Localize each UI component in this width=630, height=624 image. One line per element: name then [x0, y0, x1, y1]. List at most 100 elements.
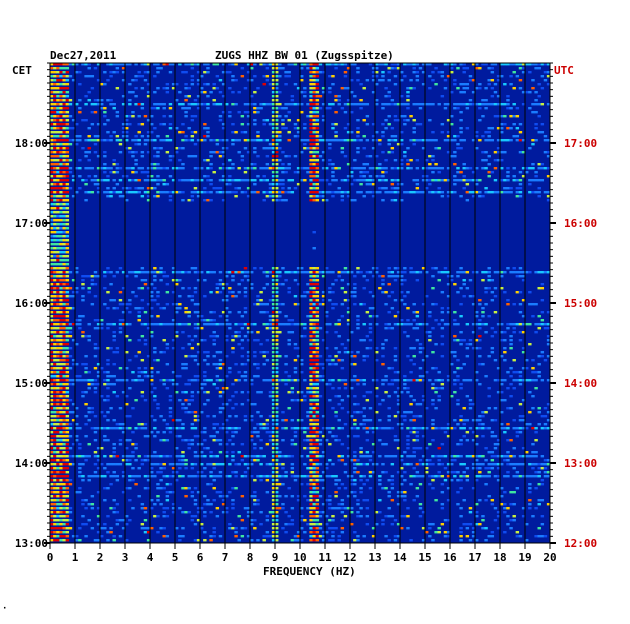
spectrogram-cell: [278, 195, 282, 198]
spectrogram-cell: [93, 383, 98, 386]
spectrogram-cell: [62, 131, 66, 134]
spectrogram-cell: [365, 427, 370, 430]
spectrogram-cell: [62, 387, 66, 390]
spectrogram-cell: [265, 103, 270, 106]
spectrogram-cell: [256, 87, 260, 90]
spectrogram-cell: [181, 199, 185, 202]
spectrogram-cell: [284, 383, 288, 386]
spectrogram-cell: [153, 323, 157, 326]
spectrogram-cell: [62, 183, 66, 186]
spectrogram-cell: [287, 155, 291, 158]
spectrogram-cell: [371, 179, 376, 182]
spectrogram-cell: [546, 175, 551, 178]
spectrogram-cell: [181, 287, 185, 290]
spectrogram-cell: [215, 103, 220, 106]
spectrogram-cell: [262, 179, 266, 182]
spectrogram-cell: [165, 191, 170, 194]
spectrogram-cell: [496, 127, 501, 130]
spectrogram-cell: [93, 475, 98, 478]
spectrogram-cell: [59, 171, 63, 174]
spectrogram-cell: [490, 127, 495, 130]
spectrogram-cell: [437, 171, 441, 174]
spectrogram-cell: [487, 451, 491, 454]
spectrogram-cell: [309, 119, 313, 122]
spectrogram-cell: [275, 183, 279, 186]
spectrogram-cell: [103, 379, 107, 382]
spectrogram-cell: [312, 407, 316, 410]
spectrogram-cell: [275, 119, 279, 122]
spectrogram-cell: [240, 347, 245, 350]
spectrogram-cell: [284, 419, 288, 422]
spectrogram-cell: [462, 167, 466, 170]
spectrogram-cell: [231, 407, 235, 410]
spectrogram-cell: [71, 323, 76, 326]
spectrogram-cell: [184, 311, 188, 314]
spectrogram-cell: [59, 147, 63, 150]
spectrogram-cell: [425, 175, 429, 178]
spectrogram-cell: [293, 347, 298, 350]
spectrogram-cell: [150, 467, 154, 470]
spectrogram-cell: [275, 275, 279, 278]
spectrogram-cell: [265, 63, 270, 66]
spectrogram-cell: [465, 379, 470, 382]
spectrogram-cell: [306, 103, 310, 106]
spectrogram-cell: [109, 299, 113, 302]
spectrogram-cell: [59, 251, 63, 254]
spectrogram-cell: [481, 415, 485, 418]
spectrogram-cell: [500, 411, 504, 414]
spectrogram-cell: [518, 87, 523, 90]
spectrogram-cell: [62, 311, 66, 314]
spectrogram-cell: [290, 271, 295, 274]
spectrogram-cell: [65, 247, 70, 250]
spectrogram-cell: [196, 391, 201, 394]
spectrogram-cell: [396, 187, 401, 190]
spectrogram-cell: [206, 351, 210, 354]
spectrogram-cell: [62, 419, 66, 422]
spectrogram-cell: [162, 351, 166, 354]
spectrogram-cell: [115, 135, 120, 138]
spectrogram-cell: [275, 351, 279, 354]
spectrogram-cell: [415, 103, 420, 106]
spectrogram-cell: [487, 79, 491, 82]
spectrogram-cell: [400, 455, 404, 458]
spectrogram-cell: [434, 179, 438, 182]
spectrogram-cell: [203, 431, 207, 434]
spectrogram-cell: [250, 383, 254, 386]
spectrogram-cell: [246, 391, 251, 394]
spectrogram-cell: [65, 215, 70, 218]
spectrogram-cell: [153, 299, 157, 302]
spectrogram-cell: [356, 463, 360, 466]
spectrogram-cell: [190, 399, 195, 402]
spectrogram-cell: [121, 63, 126, 66]
spectrogram-cell: [221, 139, 226, 142]
spectrogram-cell: [328, 323, 332, 326]
spectrogram-cell: [300, 359, 304, 362]
spectrogram-cell: [93, 327, 98, 330]
spectrogram-cell: [306, 271, 310, 274]
spectrogram-cell: [246, 275, 251, 278]
spectrogram-cell: [53, 127, 57, 130]
spectrogram-cell: [78, 319, 82, 322]
spectrogram-cell: [65, 123, 70, 126]
spectrogram-cell: [50, 431, 54, 434]
spectrogram-cell: [162, 467, 166, 470]
spectrogram-cell: [350, 459, 354, 462]
spectrogram-cell: [50, 319, 54, 322]
spectrogram-cell: [293, 127, 298, 130]
spectrogram-cell: [278, 475, 282, 478]
spectrogram-cell: [306, 447, 310, 450]
spectrogram-cell: [403, 279, 407, 282]
spectrogram-cell: [275, 179, 279, 182]
spectrogram-cell: [68, 435, 73, 438]
spectrogram-cell: [275, 299, 279, 302]
spectrogram-cell: [453, 383, 457, 386]
spectrogram-cell: [462, 179, 466, 182]
spectrogram-cell: [537, 67, 541, 70]
spectrogram-cell: [178, 475, 182, 478]
spectrogram-cell: [275, 395, 279, 398]
spectrogram-cell: [246, 323, 251, 326]
spectrogram-cell: [478, 355, 482, 358]
spectrogram-cell: [296, 283, 301, 286]
spectrogram-cell: [459, 147, 463, 150]
spectrogram-cell: [281, 119, 285, 122]
